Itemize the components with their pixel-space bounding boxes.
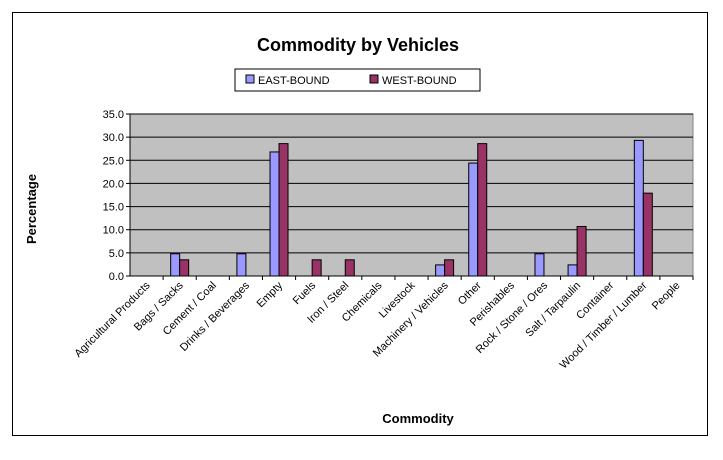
west-bound-bar	[576, 225, 587, 277]
west-bound-bar	[179, 259, 190, 277]
west-bound-bar	[344, 259, 355, 277]
y-tick-label: 35.0	[103, 109, 124, 121]
y-tick-label: 0.0	[109, 271, 124, 283]
x-tick-label: Fuels	[291, 279, 319, 307]
west-bound-bar	[477, 143, 488, 277]
y-tick-label: 20.0	[103, 178, 124, 190]
x-axis-title: Commodity	[382, 411, 454, 426]
west-bound-bar	[642, 192, 653, 277]
bars	[170, 139, 653, 277]
x-tick-label: Other	[456, 279, 484, 307]
east-bound-bar	[435, 264, 446, 277]
y-tick-label: 25.0	[103, 155, 124, 167]
east-bound-bar	[236, 253, 247, 277]
legend-swatch-east	[245, 74, 255, 84]
y-axis-ticks: 0.0 5.0 10.0 15.0 20.0 25.0 30.0 35.0	[103, 109, 131, 283]
gridlines	[130, 113, 693, 254]
y-tick-label: 5.0	[109, 248, 124, 260]
y-axis-title: Percentage	[24, 174, 39, 244]
y-tick-label: 30.0	[103, 132, 124, 144]
east-bound-bar	[567, 264, 578, 277]
x-tick-label: People	[650, 280, 683, 313]
legend-label-east: EAST-BOUND	[258, 75, 330, 87]
y-tick-label: 15.0	[103, 202, 124, 214]
legend: EAST-BOUND WEST-BOUND	[234, 68, 481, 92]
west-bound-bar	[278, 143, 289, 277]
legend-box	[234, 68, 481, 92]
legend-label-west: WEST-BOUND	[382, 75, 457, 87]
east-bound-bar	[269, 151, 280, 277]
east-bound-bar	[170, 253, 181, 277]
chart-frame: Commodity by Vehicles EAST-BOUND WEST-BO…	[12, 12, 708, 436]
east-bound-bar	[534, 253, 545, 277]
legend-swatch-west	[369, 74, 379, 84]
west-bound-bar	[311, 259, 322, 277]
chart-title: Commodity by Vehicles	[257, 35, 459, 55]
east-bound-bar	[468, 162, 479, 277]
y-tick-label: 10.0	[103, 225, 124, 237]
west-bound-bar	[444, 259, 455, 277]
chart-svg: Commodity by Vehicles EAST-BOUND WEST-BO…	[24, 35, 694, 426]
x-tick-label: Empty	[255, 279, 286, 310]
plot-area	[129, 113, 694, 277]
east-bound-bar	[633, 139, 644, 277]
